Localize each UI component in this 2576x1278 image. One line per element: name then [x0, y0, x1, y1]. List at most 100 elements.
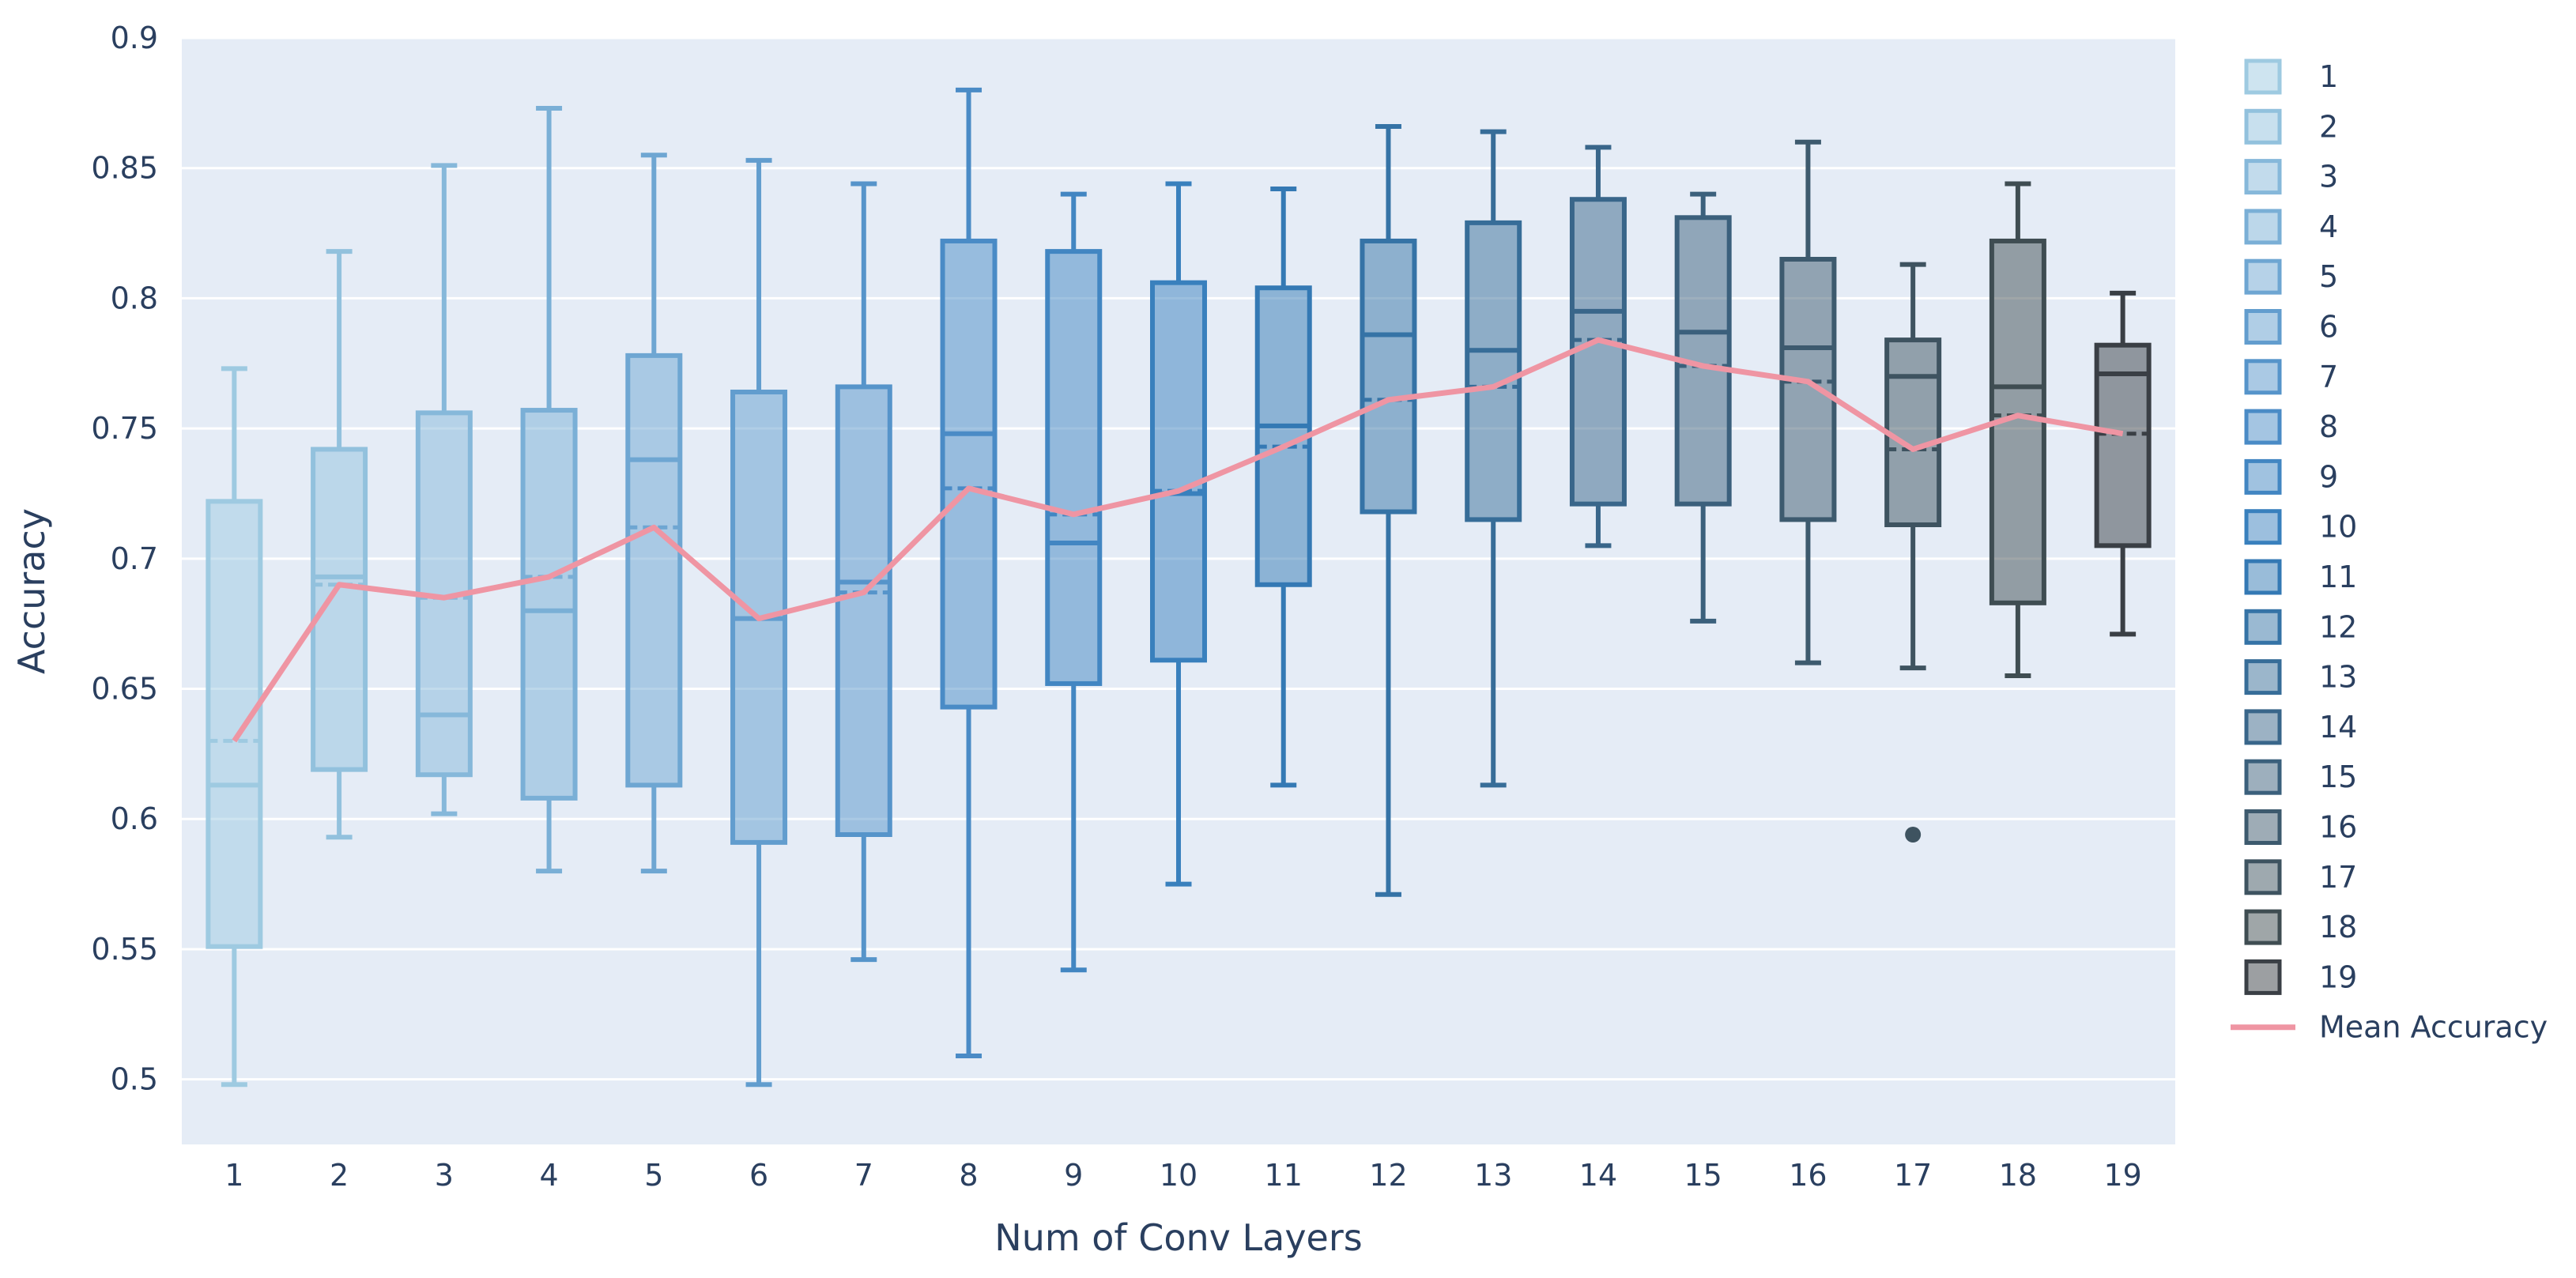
legend-label: 14 — [2319, 710, 2357, 745]
legend-item-19[interactable]: 19 — [2244, 959, 2357, 995]
legend-item-13[interactable]: 13 — [2244, 659, 2357, 696]
legend-item-12[interactable]: 12 — [2244, 609, 2357, 645]
mean-accuracy-line — [232, 337, 2124, 743]
legend-swatch — [2244, 409, 2282, 445]
x-tick-label: 16 — [1789, 1158, 1827, 1193]
box-4 — [520, 105, 578, 874]
legend-swatch — [2244, 909, 2282, 945]
box-10 — [1150, 181, 1207, 887]
y-tick-label: 0.5 — [111, 1062, 158, 1097]
box-9 — [1045, 191, 1103, 973]
legend-swatch — [2244, 58, 2282, 95]
legend-label: 11 — [2319, 560, 2357, 594]
box-body — [625, 352, 683, 788]
legend-swatch — [2244, 309, 2282, 345]
box-7 — [835, 181, 892, 963]
box-5 — [625, 153, 683, 874]
legend-item-mean-accuracy[interactable]: Mean Accuracy — [2231, 1010, 2548, 1045]
legend-swatch — [2244, 759, 2282, 795]
legend-label: 17 — [2319, 860, 2357, 895]
legend-label: 16 — [2319, 810, 2357, 845]
legend-item-2[interactable]: 2 — [2244, 108, 2338, 145]
legend-label: 10 — [2319, 510, 2357, 545]
legend-item-14[interactable]: 14 — [2244, 709, 2357, 745]
box-body — [1779, 257, 1837, 522]
legend-label: 15 — [2319, 760, 2357, 794]
box-body — [1465, 220, 1522, 522]
legend-swatch — [2244, 959, 2282, 995]
y-tick-label: 0.85 — [91, 151, 158, 186]
legend-label: 4 — [2319, 209, 2338, 244]
legend-swatch — [2244, 809, 2282, 845]
legend-item-11[interactable]: 11 — [2244, 559, 2357, 595]
box-body — [520, 408, 578, 801]
box-body — [1360, 238, 1417, 515]
box-19 — [2094, 290, 2152, 637]
box-13 — [1465, 129, 1522, 788]
legend-item-17[interactable]: 17 — [2244, 859, 2357, 895]
x-axis-title: Num of Conv Layers — [994, 1216, 1362, 1259]
x-tick-label: 18 — [1999, 1158, 2037, 1193]
legend-item-7[interactable]: 7 — [2244, 359, 2338, 395]
legend-label: 1 — [2319, 59, 2338, 94]
x-tick-label: 2 — [330, 1158, 349, 1193]
legend-item-18[interactable]: 18 — [2244, 909, 2357, 945]
x-tick-label: 1 — [224, 1158, 243, 1193]
box-body — [940, 238, 998, 710]
legend-item-16[interactable]: 16 — [2244, 809, 2357, 845]
y-tick-label: 0.6 — [111, 801, 158, 836]
outlier-point — [1905, 827, 1922, 843]
legend-item-15[interactable]: 15 — [2244, 759, 2357, 795]
legend-label: 9 — [2319, 459, 2338, 494]
legend-swatch — [2244, 659, 2282, 696]
x-tick-label: 13 — [1474, 1158, 1512, 1193]
y-tick-label: 0.7 — [111, 541, 158, 576]
legend-swatch — [2244, 559, 2282, 595]
box-1 — [206, 366, 263, 1088]
legend-item-8[interactable]: 8 — [2244, 409, 2338, 445]
legend-item-1[interactable]: 1 — [2244, 58, 2338, 95]
legend-swatch — [2244, 258, 2282, 295]
y-tick-label: 0.65 — [91, 672, 158, 707]
x-tick-label: 10 — [1160, 1158, 1197, 1193]
legend-item-3[interactable]: 3 — [2244, 159, 2338, 195]
y-tick-label: 0.55 — [91, 932, 158, 967]
legend-item-9[interactable]: 9 — [2244, 458, 2338, 495]
x-axis: 1 2 3 4 5 6 7 8 9 10 11 12 13 14 15 16 17 18 19 — [224, 1158, 2142, 1193]
mean-accuracy-line-group — [232, 337, 2124, 743]
x-tick-label: 11 — [1265, 1158, 1303, 1193]
legend-item-5[interactable]: 5 — [2244, 258, 2338, 295]
legend-swatch — [2244, 458, 2282, 495]
box-body — [1045, 249, 1103, 686]
box-body — [2094, 342, 2152, 549]
box-12 — [1360, 124, 1417, 897]
legend-label: 2 — [2319, 109, 2338, 144]
x-tick-label: 7 — [854, 1158, 873, 1193]
box-body — [1569, 197, 1627, 507]
x-tick-label: 5 — [644, 1158, 663, 1193]
box-body — [1884, 337, 1942, 527]
x-tick-label: 14 — [1579, 1158, 1617, 1193]
x-tick-label: 19 — [2103, 1158, 2141, 1193]
legend-item-6[interactable]: 6 — [2244, 309, 2338, 345]
box-17 — [1884, 262, 1942, 843]
y-axis: 0.5 0.55 0.6 0.65 0.7 0.75 0.8 0.85 0.9 — [91, 21, 158, 1097]
legend-label: Mean Accuracy — [2319, 1010, 2548, 1045]
legend-item-10[interactable]: 10 — [2244, 509, 2357, 545]
legend-label: 8 — [2319, 409, 2338, 444]
y-tick-label: 0.8 — [111, 281, 158, 315]
x-tick-label: 3 — [435, 1158, 454, 1193]
legend-swatch — [2244, 108, 2282, 145]
x-tick-label: 4 — [539, 1158, 558, 1193]
legend-label: 12 — [2319, 609, 2357, 644]
legend-swatch — [2244, 359, 2282, 395]
legend-swatch — [2244, 159, 2282, 195]
x-tick-label: 6 — [749, 1158, 768, 1193]
box-6 — [730, 157, 788, 1088]
legend-item-4[interactable]: 4 — [2244, 209, 2338, 245]
y-tick-label: 0.9 — [111, 21, 158, 55]
legend-swatch — [2244, 209, 2282, 245]
x-tick-label: 9 — [1064, 1158, 1083, 1193]
